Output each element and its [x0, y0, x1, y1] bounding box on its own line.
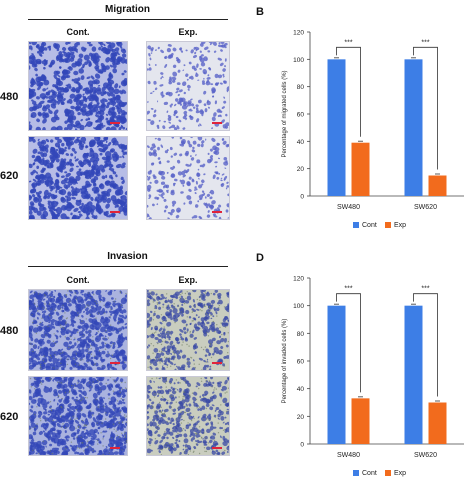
y-tick-label: 120 [293, 276, 304, 283]
significance-bracket [336, 293, 361, 393]
scale-bar [110, 447, 120, 449]
bar-cont-sw620 [404, 59, 423, 197]
y-axis-label: Percentage of invaded cells (%) [282, 319, 288, 404]
y-tick-label: 80 [297, 331, 305, 338]
scale-bar [212, 362, 222, 364]
invasion-row-label-620: 620 [0, 411, 19, 423]
y-tick-label: 120 [293, 30, 304, 37]
y-tick-label: 0 [300, 194, 304, 201]
panel-letter-d: D [256, 252, 264, 264]
scale-bar [110, 122, 120, 124]
migration-header: Migration [105, 4, 150, 15]
migration-bar-chart: 0 20 40 60 80 100 120 Percentage of migrated ce… [282, 30, 464, 229]
y-tick-label: 60 [297, 112, 305, 119]
bar-exp-sw480 [351, 398, 370, 444]
y-axis-label: Percentage of migrated cells (%) [282, 70, 288, 157]
significance-label: *** [344, 39, 352, 46]
bar-exp-sw620 [428, 175, 447, 196]
significance-label: *** [421, 39, 429, 46]
significance-bracket [413, 293, 438, 397]
bar-cont-sw620 [404, 305, 423, 444]
invasion-header-rule [28, 266, 228, 267]
legend-label-cont: Cont [362, 222, 377, 229]
invasion-row-label-480: 480 [0, 325, 19, 337]
y-tick-label: 80 [297, 84, 305, 91]
invasion-micrograph-620-cont [28, 376, 128, 456]
y-tick-label: 60 [297, 359, 305, 366]
bar-cont-sw480 [327, 305, 346, 444]
y-tick-label: 100 [293, 303, 304, 310]
x-category-label: SW480 [337, 452, 360, 459]
x-category-label: SW620 [414, 452, 437, 459]
significance-bracket [336, 46, 361, 137]
invasion-exp-label: Exp. [178, 275, 198, 285]
significance-bracket [413, 46, 438, 170]
bar-exp-sw620 [428, 402, 447, 444]
legend-swatch-exp [385, 222, 391, 228]
migration-micrograph-620-exp [146, 136, 230, 220]
y-tick-label: 0 [300, 442, 304, 449]
invasion-bar-chart: 0 20 40 60 80 100 120 Percentage of invaded cel… [282, 276, 464, 477]
legend-label-exp: Exp [394, 222, 406, 229]
significance-label: *** [344, 286, 352, 293]
y-tick-label: 20 [297, 166, 305, 173]
significance-label: *** [421, 286, 429, 293]
invasion-micrograph-480-cont [28, 289, 128, 371]
migration-cont-label: Cont. [66, 27, 90, 37]
legend-swatch-cont [353, 222, 359, 228]
y-tick-label: 40 [297, 139, 305, 146]
migration-micrograph-480-cont [28, 41, 128, 131]
migration-micrograph-620-cont [28, 136, 128, 220]
invasion-header: Invasion [107, 251, 148, 262]
migration-micrograph-480-exp [146, 41, 230, 131]
bar-cont-sw480 [327, 59, 346, 197]
x-category-label: SW480 [337, 204, 360, 211]
y-tick-label: 40 [297, 386, 305, 393]
scale-bar [212, 447, 222, 449]
invasion-micrograph-480-exp [146, 289, 230, 371]
y-tick-label: 20 [297, 414, 305, 421]
y-tick-label: 100 [293, 57, 304, 64]
x-category-label: SW620 [414, 204, 437, 211]
migration-header-rule [28, 19, 228, 20]
legend-swatch-cont [353, 470, 359, 476]
legend-swatch-exp [385, 470, 391, 476]
invasion-cont-label: Cont. [66, 275, 90, 285]
scale-bar [212, 211, 222, 213]
migration-row-label-480: 480 [0, 91, 19, 103]
scale-bar [212, 122, 222, 124]
scale-bar [110, 362, 120, 364]
panel-letter-b: B [256, 6, 264, 18]
migration-row-label-620: 620 [0, 170, 19, 182]
migration-exp-label: Exp. [178, 27, 198, 37]
invasion-micrograph-620-exp [146, 376, 230, 456]
bar-exp-sw480 [351, 142, 370, 196]
scale-bar [110, 211, 120, 213]
